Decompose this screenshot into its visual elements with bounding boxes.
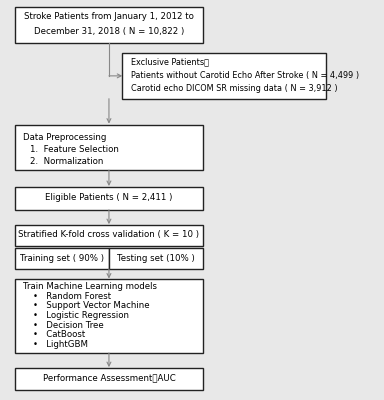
Text: Eligible Patients ( N = 2,411 ): Eligible Patients ( N = 2,411 ): [45, 193, 173, 202]
Text: Testing set (10% ): Testing set (10% ): [117, 254, 195, 263]
Text: •   CatBoost: • CatBoost: [33, 330, 86, 339]
Text: •   LightGBM: • LightGBM: [33, 340, 88, 349]
Text: Data Preprocessing: Data Preprocessing: [23, 133, 107, 142]
FancyBboxPatch shape: [15, 368, 203, 390]
FancyBboxPatch shape: [15, 280, 203, 353]
Text: Carotid echo DICOM SR missing data ( N = 3,912 ): Carotid echo DICOM SR missing data ( N =…: [131, 84, 338, 93]
Text: December 31, 2018 ( N = 10,822 ): December 31, 2018 ( N = 10,822 ): [34, 27, 184, 36]
FancyBboxPatch shape: [15, 124, 203, 170]
FancyBboxPatch shape: [15, 187, 203, 210]
FancyBboxPatch shape: [109, 248, 203, 269]
Text: Stratified K-fold cross validation ( K = 10 ): Stratified K-fold cross validation ( K =…: [18, 230, 199, 239]
FancyBboxPatch shape: [15, 248, 109, 269]
Text: Performance Assessment：AUC: Performance Assessment：AUC: [43, 374, 175, 383]
Text: •   Decision Tree: • Decision Tree: [33, 320, 104, 330]
Text: Patients without Carotid Echo After Stroke ( N = 4,499 ): Patients without Carotid Echo After Stro…: [131, 71, 359, 80]
Text: 2.  Normalization: 2. Normalization: [30, 158, 103, 166]
Text: Exclusive Patients：: Exclusive Patients：: [131, 58, 209, 67]
FancyBboxPatch shape: [122, 53, 326, 99]
Text: Train Machine Learning models: Train Machine Learning models: [23, 282, 157, 290]
Text: •   Support Vector Machine: • Support Vector Machine: [33, 301, 150, 310]
FancyBboxPatch shape: [15, 6, 203, 43]
Text: 1.  Feature Selection: 1. Feature Selection: [30, 145, 119, 154]
Text: Training set ( 90% ): Training set ( 90% ): [20, 254, 104, 263]
Text: Stroke Patients from January 1, 2012 to: Stroke Patients from January 1, 2012 to: [24, 12, 194, 21]
FancyBboxPatch shape: [15, 225, 203, 246]
Text: •   Random Forest: • Random Forest: [33, 292, 111, 301]
Text: •   Logistic Regression: • Logistic Regression: [33, 311, 129, 320]
